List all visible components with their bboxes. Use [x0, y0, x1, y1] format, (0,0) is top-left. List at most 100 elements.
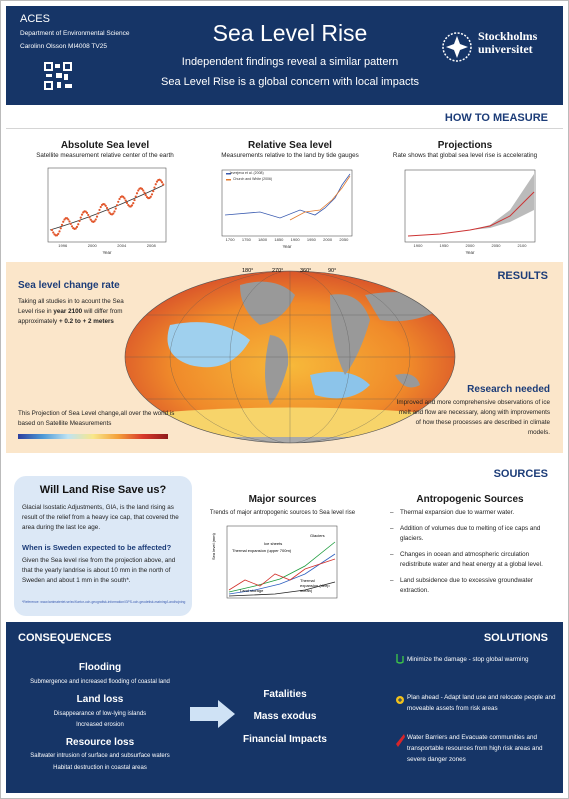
- bottom-section: [6, 622, 563, 793]
- dot: [114, 207, 117, 210]
- outcome: Mass exodus: [253, 711, 317, 722]
- dot: [143, 191, 146, 194]
- x-tick-label: 2000: [323, 237, 333, 242]
- dot: [57, 232, 60, 235]
- list-item: Addition of volumes due to melting of ic…: [390, 524, 555, 544]
- dot: [117, 200, 120, 203]
- dot: [154, 183, 157, 186]
- dot: [69, 222, 72, 226]
- box-answer: Given the Sea level rise from the projec…: [22, 557, 176, 584]
- x-tick-label: 1900: [413, 243, 423, 248]
- section-heading: HOW TO MEASURE: [444, 112, 548, 124]
- map-label: 180°: [242, 268, 254, 274]
- panel-caption: Measurements relative to the land by tid…: [221, 152, 359, 159]
- list-item: Thermal expansion due to warmer water.: [390, 508, 555, 518]
- subtitle: Sea Level Rise is a global concern with …: [160, 76, 420, 88]
- dot: [134, 195, 137, 198]
- x-axis-label: Year: [465, 250, 475, 255]
- land: [330, 294, 370, 375]
- x-axis-label: Year: [102, 250, 112, 255]
- results-text: Taking all studies in to acount the Sea …: [18, 297, 130, 327]
- trend-line: [49, 184, 165, 231]
- x-tick-label: 1850: [274, 237, 284, 242]
- list-item: Land subsidence due to excessive groundw…: [390, 576, 555, 596]
- text: Taking all studies in to acount the Sea …: [18, 298, 124, 315]
- dot: [74, 227, 77, 230]
- dot: [89, 218, 92, 221]
- x-tick-label: 2004: [117, 243, 127, 248]
- box-reference: *Reference: www.lantmateriet.se/sv/Karto…: [22, 600, 186, 604]
- dot: [130, 204, 134, 207]
- chart-label: Land storage: [240, 588, 264, 593]
- consequence-title: Flooding: [78, 662, 122, 673]
- dot: [124, 199, 127, 202]
- department: Department of Environmental Science: [20, 30, 130, 37]
- axis-label: Sea level (mm): [211, 533, 216, 560]
- dot: [108, 211, 111, 214]
- dot: [112, 212, 115, 215]
- dot: [95, 215, 99, 218]
- map-label: 360°: [300, 268, 312, 274]
- x-tick-label: 2100: [517, 243, 527, 248]
- dot: [60, 223, 64, 226]
- dot: [58, 230, 61, 233]
- solution-icons: [396, 654, 405, 747]
- map-caption: This Projection of Sea Level change,all …: [18, 410, 175, 427]
- dot: [88, 216, 91, 219]
- dot: [68, 220, 71, 223]
- series-line: [289, 175, 351, 221]
- box-question: When is Sweden expected to be affected?: [22, 543, 172, 552]
- map-label: 270°: [272, 268, 284, 274]
- major-title: Major sources: [248, 494, 317, 505]
- dot: [160, 181, 164, 184]
- blue-area: [167, 322, 250, 368]
- dot: [149, 195, 152, 198]
- arrow: [190, 700, 235, 728]
- section-heading: RESULTS: [497, 270, 548, 282]
- results-title: Sea level change rate: [18, 280, 120, 291]
- panel-title: Relative Sea level: [248, 140, 332, 151]
- dot: [123, 197, 126, 200]
- box-text: Glacial Isostatic Adjustments, GIA, is t…: [22, 504, 179, 531]
- dot: [75, 225, 79, 228]
- outcome: Financial Impacts: [243, 734, 327, 745]
- dot: [59, 227, 62, 230]
- section-heading: CONSEQUENCES: [18, 632, 112, 644]
- consequence-title: Resource loss: [65, 737, 135, 748]
- x-tick-label: 1950: [306, 237, 316, 242]
- subtitle: Independent findings reveal a similar pa…: [181, 56, 399, 68]
- dot: [125, 201, 129, 205]
- sea-level-map: [124, 270, 456, 444]
- panel-title: Absolute Sea level: [60, 140, 150, 151]
- x-tick-label: 2000: [465, 243, 475, 248]
- dot: [159, 179, 162, 182]
- outcome: Fatalities: [263, 689, 307, 700]
- title: Sea Level Rise: [212, 20, 368, 46]
- panel-caption: Satellite measurement relative center of…: [36, 152, 174, 159]
- dot: [99, 205, 102, 209]
- dot: [78, 219, 81, 223]
- measure-charts: [47, 167, 536, 243]
- projection-line: [407, 191, 535, 237]
- dot: [152, 190, 155, 193]
- dot: [80, 213, 84, 216]
- acronym: ACES: [20, 13, 50, 25]
- dot: [50, 228, 54, 232]
- divider: [6, 128, 563, 129]
- dot: [79, 216, 82, 219]
- dot: [140, 187, 144, 190]
- dot: [87, 213, 90, 217]
- dot: [153, 186, 156, 189]
- x-tick-label: 1750: [241, 237, 251, 242]
- dot: [135, 192, 139, 195]
- legend-swatch: [226, 173, 231, 175]
- research-title: Research needed: [467, 384, 550, 395]
- dot: [162, 183, 165, 186]
- dot: [67, 218, 70, 221]
- dot: [137, 189, 140, 192]
- map-label: 90°: [328, 268, 337, 274]
- blue-area: [310, 371, 370, 399]
- x-tick-label: 1900: [290, 237, 300, 242]
- logo-text: Stockholms universitet: [478, 30, 537, 56]
